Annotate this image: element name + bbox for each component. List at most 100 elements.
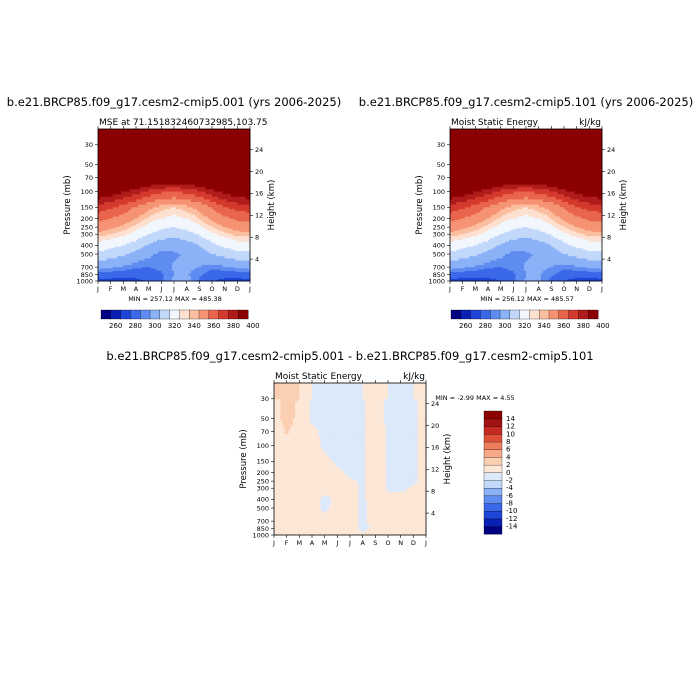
heatmap-cell xyxy=(203,202,207,206)
heatmap-cell xyxy=(243,168,247,172)
heatmap-cell xyxy=(209,157,213,162)
heatmap-cell xyxy=(195,177,198,181)
heatmap-cell xyxy=(133,202,137,206)
heatmap-cell xyxy=(125,168,128,172)
heatmap-cell xyxy=(190,173,194,176)
heatmap-cell xyxy=(235,168,238,172)
heatmap-cell xyxy=(216,151,219,156)
heatmap-cell xyxy=(203,186,207,190)
heatmap-cell xyxy=(178,173,181,176)
heatmap-cell xyxy=(228,157,232,162)
heatmap-cell xyxy=(108,202,112,206)
heatmap-cell xyxy=(203,175,207,179)
heatmap-cell xyxy=(207,171,211,174)
heatmap-cell xyxy=(165,184,169,188)
heatmap-cell xyxy=(180,171,183,174)
heatmap-cell xyxy=(117,164,120,168)
heatmap-cell xyxy=(169,148,173,152)
heatmap-cell xyxy=(100,166,103,170)
heatmap-cell xyxy=(152,151,156,156)
heatmap-cell xyxy=(129,144,133,149)
heatmap-cell xyxy=(235,186,238,190)
heatmap-cell xyxy=(182,151,185,156)
heatmap-cell xyxy=(152,164,156,168)
heatmap-cell xyxy=(205,157,209,162)
heatmap-cell xyxy=(235,164,238,168)
heatmap-cell xyxy=(146,175,150,179)
heatmap-cell xyxy=(178,199,181,203)
heatmap-cell xyxy=(197,202,200,206)
heatmap-cell xyxy=(104,168,107,172)
heatmap-cell xyxy=(203,166,207,170)
heatmap-cell xyxy=(123,166,126,170)
heatmap-cell xyxy=(226,154,230,159)
heatmap-cell xyxy=(182,182,185,186)
heatmap-cell xyxy=(155,179,158,183)
heatmap-cell xyxy=(119,191,122,195)
heatmap-cell xyxy=(110,196,114,200)
heatmap-cell xyxy=(226,168,230,172)
heatmap-cell xyxy=(110,194,114,198)
heatmap-cell xyxy=(205,161,209,165)
heatmap-cell xyxy=(209,202,213,206)
heatmap-cell xyxy=(174,154,177,159)
heatmap-cell xyxy=(169,168,173,172)
heatmap-cell xyxy=(140,194,143,198)
heatmap-cell xyxy=(129,151,133,156)
heatmap-cell xyxy=(216,179,219,183)
heatmap-cell xyxy=(214,179,217,183)
heatmap-cell xyxy=(140,182,143,186)
heatmap-cell xyxy=(104,151,107,156)
heatmap-cell xyxy=(127,202,131,206)
heatmap-cell xyxy=(222,177,226,181)
heatmap-cell xyxy=(205,148,209,152)
heatmap-cell xyxy=(131,173,135,176)
heatmap-cell xyxy=(212,144,215,149)
heatmap-cell xyxy=(133,161,137,165)
heatmap-cell xyxy=(190,154,194,159)
heatmap-cell xyxy=(98,157,101,162)
heatmap-cell xyxy=(180,168,183,172)
heatmap-cell xyxy=(188,168,192,172)
heatmap-cell xyxy=(169,177,173,181)
heatmap-cell xyxy=(182,157,185,162)
heatmap-cell xyxy=(167,177,171,181)
heatmap-cell xyxy=(150,166,154,170)
heatmap-cell xyxy=(140,154,143,159)
heatmap-cell xyxy=(167,157,171,162)
heatmap-cell xyxy=(169,154,173,159)
heatmap-cell xyxy=(152,177,156,181)
heatmap-cell xyxy=(205,194,209,198)
heatmap-cell xyxy=(102,189,105,192)
heatmap-cell xyxy=(247,182,251,186)
heatmap-cell xyxy=(117,175,120,179)
heatmap-cell xyxy=(195,173,198,176)
chart-title: b.e21.BRCP85.f09_g17.cesm2-cmip5.001 (yr… xyxy=(7,95,341,109)
heatmap-cell xyxy=(146,177,150,181)
heatmap-cell xyxy=(216,171,219,174)
heatmap-cell xyxy=(108,161,112,165)
heatmap-cell xyxy=(155,189,158,192)
heatmap-cell xyxy=(127,151,131,156)
heatmap-cell xyxy=(220,166,223,170)
heatmap-cell xyxy=(110,199,114,203)
heatmap-cell xyxy=(138,202,141,206)
heatmap-cell xyxy=(174,184,177,188)
heatmap-cell xyxy=(106,164,109,168)
heatmap-cell xyxy=(193,184,196,188)
heatmap-cell xyxy=(127,196,131,200)
heatmap-cell xyxy=(142,151,145,156)
heatmap-cell xyxy=(243,184,247,188)
heatmap-cell xyxy=(123,194,126,198)
heatmap-cell xyxy=(104,148,107,152)
heatmap-cell xyxy=(146,191,150,195)
heatmap-cell xyxy=(205,151,209,156)
heatmap-cell xyxy=(163,199,166,203)
heatmap-cell xyxy=(180,194,183,198)
heatmap-cell xyxy=(117,157,120,162)
heatmap-cell xyxy=(146,151,150,156)
heatmap-cell xyxy=(239,154,242,159)
heatmap-cell xyxy=(235,157,238,162)
heatmap-cell xyxy=(197,199,200,203)
heatmap-cell xyxy=(233,177,236,181)
